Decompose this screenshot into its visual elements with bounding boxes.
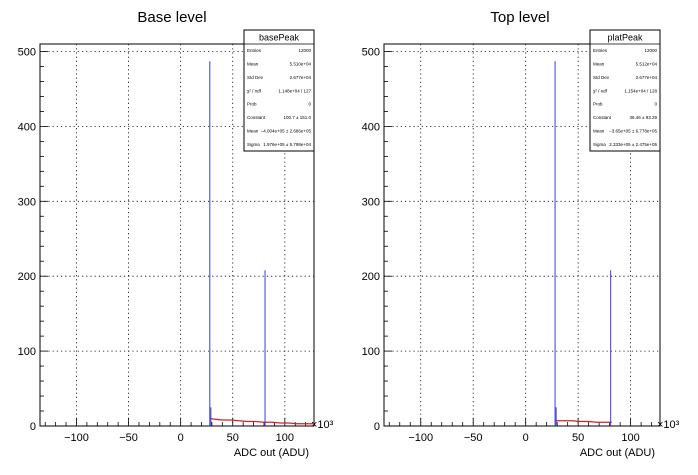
stats-row-label: Sigma — [593, 142, 606, 147]
plot-frame — [39, 43, 315, 427]
stats-row-value: 0 — [654, 102, 657, 107]
x-tick-label: 100 — [621, 432, 639, 444]
stats-row-label: Std Dev — [247, 75, 264, 80]
stats-row-label: Constant — [593, 115, 612, 120]
y-tick-label: 500 — [18, 46, 36, 58]
y-tick-label: 200 — [362, 271, 380, 283]
plot-frame — [383, 43, 661, 427]
stats-row-value: 5.510e+04 — [290, 62, 312, 67]
x-exponent-label: ×10³ — [311, 419, 334, 431]
stats-row-label: χ² / ndf — [593, 88, 608, 93]
x-tick-label: −100 — [64, 432, 89, 444]
stats-row-value: 1.976e+05 ± 5.798e+04 — [263, 142, 311, 147]
y-tick-label: 0 — [30, 421, 36, 433]
stats-row-value: 100.7 ± 151.0 — [284, 115, 312, 120]
y-tick-label: 500 — [362, 46, 380, 58]
x-exponent-label: ×10³ — [657, 419, 680, 431]
y-tick-label: 100 — [18, 346, 36, 358]
stats-box: platPeak Entries 12000 Mean 5.512e+04 Std Dev… — [589, 29, 661, 152]
y-tick-label: 300 — [362, 196, 380, 208]
stats-row-value: 2.677e+04 — [290, 75, 312, 80]
fit-curve — [209, 417, 314, 425]
chart-panel-2: Top level −100 −50 0 50 100 0 100 200 300 400 500 AD… — [362, 9, 680, 459]
stats-row-value: −4.004e+05 ± 2.686e+05 — [261, 128, 312, 133]
stats-box-title: platPeak — [607, 33, 643, 43]
x-tick-label: 50 — [572, 432, 584, 444]
stats-row-value: 1.148e+04 / 127 — [278, 88, 311, 93]
stats-box-frame — [243, 29, 315, 152]
stats-row-label: Mean — [593, 62, 605, 67]
y-tick-label: 200 — [18, 271, 36, 283]
x-tick-label: 50 — [227, 432, 239, 444]
y-tick-label: 300 — [18, 196, 36, 208]
stats-row-label: Mean — [247, 62, 259, 67]
stats-row-label: Prob — [247, 102, 257, 107]
stats-row-value: 1.154e+04 / 128 — [624, 88, 657, 93]
stats-row-value: 0 — [308, 102, 311, 107]
x-axis-label: ADC out (ADU) — [580, 447, 655, 459]
y-tick-label: 400 — [362, 121, 380, 133]
x-tick-label: 100 — [276, 432, 294, 444]
y-tick-label: 100 — [362, 346, 380, 358]
x-tick-label: −50 — [464, 432, 483, 444]
stats-row-value: 5.512e+04 — [636, 62, 658, 67]
stats-row-label: Mean — [593, 128, 605, 133]
stats-row-value: 12000 — [644, 48, 657, 53]
stats-row-label: Std Dev — [593, 75, 610, 80]
stats-row-label: Mean — [247, 128, 259, 133]
stats-row-value: 12000 — [298, 48, 311, 53]
stats-row-value: 2.333e+05 ± 2.475e+05 — [609, 142, 657, 147]
stats-box: basePeak Entries 12000 Mean 5.510e+04 Std Dev… — [243, 29, 315, 152]
fit-curve — [555, 420, 612, 423]
stats-row-value: 36.46 ± 93.29 — [630, 115, 658, 120]
stats-row-value: 2.677e+04 — [636, 75, 658, 80]
chart-title: Top level — [490, 9, 549, 26]
stats-row-label: Entries — [247, 48, 262, 53]
y-tick-label: 400 — [18, 121, 36, 133]
stats-row-label: Constant — [247, 115, 266, 120]
stats-row-label: Sigma — [247, 142, 260, 147]
x-tick-label: 0 — [523, 432, 529, 444]
x-axis-label: ADC out (ADU) — [234, 447, 309, 459]
x-tick-label: −50 — [119, 432, 138, 444]
chart-panel-1: Base level −100 −50 0 50 100 0 100 200 300 400 500 A… — [18, 9, 334, 459]
stats-row-label: Prob — [593, 102, 603, 107]
chart-title: Base level — [137, 9, 206, 26]
x-tick-label: −100 — [408, 432, 433, 444]
stats-row-value: −3.65e+05 ± 6.778e+05 — [609, 128, 657, 133]
stats-box-frame — [589, 29, 661, 152]
stats-box-title: basePeak — [259, 33, 300, 43]
stats-row-label: χ² / ndf — [247, 88, 262, 93]
y-tick-label: 0 — [374, 421, 380, 433]
stats-row-label: Entries — [593, 48, 608, 53]
x-tick-label: 0 — [178, 432, 184, 444]
